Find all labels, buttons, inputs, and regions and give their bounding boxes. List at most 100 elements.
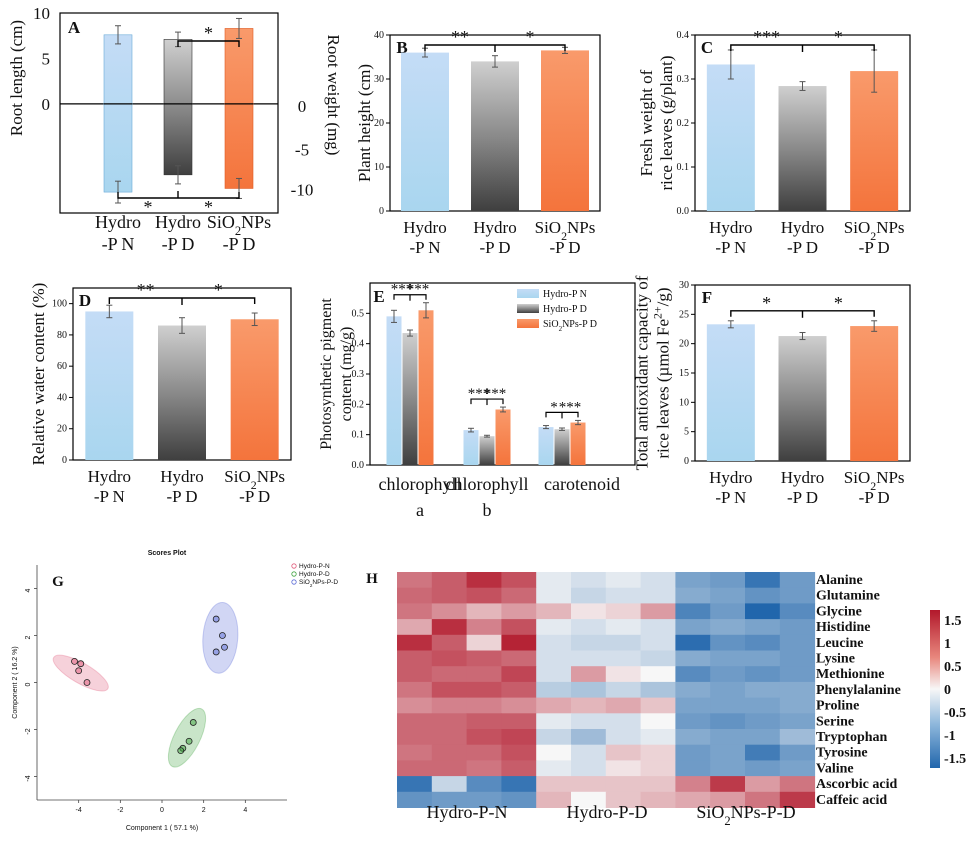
confidence-ellipse [167,707,207,768]
score-point [83,679,91,686]
row-label: Methionine [816,667,884,682]
y-tick-label: 40 [374,30,384,41]
heat-cell [431,587,468,604]
heat-cell [640,572,676,589]
heat-cell [431,619,468,636]
heat-cell [675,634,711,651]
panel-F: F 0 5 10 15 20 25 30 Total antioxidant capacity … [633,275,911,507]
x-category-label: chlorophyll [446,474,529,494]
text-span: Hydro [155,212,201,232]
text-span: -P D [162,234,195,254]
bar-0 [85,311,134,460]
heat-cell [640,666,676,683]
text-span: NPs [876,218,904,237]
heat-cell [640,634,676,651]
text-span: SiO [535,218,561,237]
bar-Hydro-P D [554,429,570,465]
bar-2 [541,50,589,212]
y2-tick-label: -10 [291,181,314,200]
heat-cell [397,713,433,730]
x-category-label: Hydro [95,212,141,232]
bar-1 [778,336,827,461]
text-span: -P D [479,238,510,257]
bar-1 [158,325,206,460]
bar-2 [850,326,899,461]
x-category-label: Hydro [155,212,201,232]
heat-cell [710,729,746,746]
text-span: Fe [654,319,673,336]
text-span: Photosynthetic pigment [318,298,335,450]
heat-cell [605,697,642,714]
heat-cell [640,744,676,761]
text-span: NPs-P D [562,319,597,330]
y-tick-label: -4 [25,775,32,781]
heat-cell [397,603,433,620]
heat-cell [675,744,711,761]
heat-cell [675,619,711,636]
heat-cell [536,791,572,808]
heat-cell [675,791,711,808]
y2-tick-label: 0 [298,97,307,116]
heat-cell [605,681,642,699]
bar-Hydro-P D [479,436,495,465]
y-tick-label: 25 [679,309,689,320]
x-category-label: -P D [549,238,580,257]
heat-cell [675,697,711,714]
heat-cell [605,729,642,746]
x-category-label: SiO2NPs [844,218,905,243]
legend-marker [291,563,297,569]
text-span: 2 [310,583,313,588]
y-tick-label: 30 [374,74,384,85]
heat-cell [466,666,502,683]
score-point [221,643,228,651]
y-tick-label: 10 [374,162,384,173]
legend-swatch [517,319,539,328]
text-span: 2+ [651,306,665,319]
heat-cell [605,603,642,620]
panel-letter: G [52,574,64,590]
row-label: Ascorbic acid [816,777,897,792]
text-span: Hydro-P-N [427,802,508,822]
text-span: -P D [166,487,197,506]
y-tick-label: 0.1 [352,430,365,441]
y-tick-label: 80 [57,330,67,341]
score-point [212,615,220,623]
y-axis-label: Fresh weight of [637,69,656,176]
heat-cell [710,619,746,636]
colorbar-tick-label: 1.5 [944,614,962,629]
x-tick-label: -2 [117,807,123,814]
heat-cell [501,729,537,746]
heat-cell [605,713,642,730]
heat-cell [431,666,468,683]
heat-cell [536,681,572,699]
heat-cell [640,729,676,746]
bar-0 [103,34,133,193]
heat-cell [397,681,433,699]
y-tick-label: 0.0 [677,206,690,217]
y-tick-label: 30 [679,280,689,291]
heat-cell [431,572,468,589]
heat-cell [431,744,468,761]
heat-cell [745,744,781,761]
y-tick-label: 0 [25,682,32,686]
y-axis-label: Relative water content (%) [29,283,48,466]
x-category-label: Hydro [781,468,824,487]
text-span: 2 [235,224,241,238]
heat-cell [745,572,781,589]
heat-cell [779,744,816,761]
x-category-label: SiO2NPs [224,467,285,492]
text-span: NPs [876,468,904,487]
heat-cell [466,760,502,777]
heat-cell [745,681,781,699]
heat-cell [710,791,746,808]
heat-cell [779,634,816,651]
bar-1 [163,39,193,176]
bar-SiO2NPs-P D [570,422,586,465]
colorbar-tick-label: 0 [944,683,951,698]
heat-cell [536,697,572,714]
heat-cell [571,760,607,777]
text-span: 2 [251,478,257,492]
text-span: -P D [787,238,818,257]
heat-cell [779,776,816,793]
